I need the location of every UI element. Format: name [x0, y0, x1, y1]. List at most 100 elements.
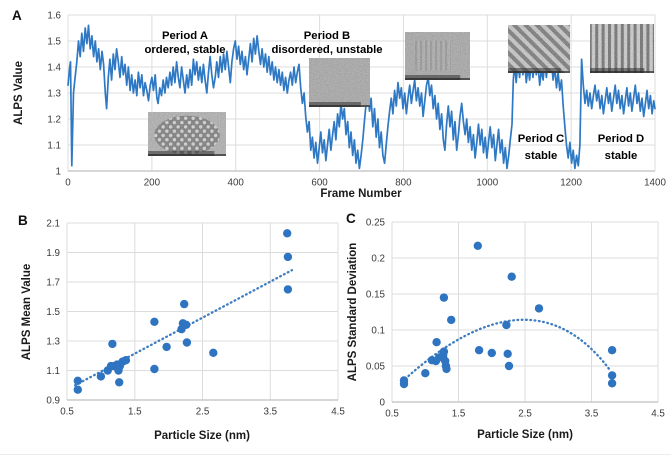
- data-point: [421, 369, 430, 378]
- y-tick-label: 0.9: [46, 396, 60, 407]
- panel-c-ylabel: ALPS Standard Deviation: [347, 243, 359, 382]
- data-point: [439, 347, 449, 356]
- y-tick-label: 1.5: [47, 37, 61, 48]
- y-tick-label: 1.3: [46, 337, 60, 348]
- data-point: [115, 378, 124, 387]
- data-point: [534, 304, 544, 313]
- panel-c-letter: C: [346, 211, 356, 226]
- x-tick-label: 0: [65, 178, 71, 189]
- annotation-period-a-title: Period A: [162, 30, 208, 42]
- panel-b-tick-labels: 0.5 1.5 2.5 3.5 4.5 0.9 1.1 1.3 1.5 1.7 1.9 2.1: [46, 219, 345, 418]
- panel-a-chart: 0 200 400 600 800 1000 1200 1400 1 1.1 1.2 1.3 1.4 1.…: [12, 8, 666, 200]
- panel-c-data-points: [399, 241, 617, 389]
- y-tick-label: 0.2: [371, 254, 385, 265]
- alps-value-trace: [67, 24, 656, 170]
- y-tick-label: 1.1: [46, 366, 60, 377]
- y-tick-label: 1.4: [47, 63, 61, 74]
- panel-c-chart: 0.5 1.5 2.5 3.5 4.5 0 0.05 0.1 0.15 0.2 0.25 C ALP…: [346, 211, 665, 441]
- panel-b-data-points: [73, 229, 293, 394]
- x-tick-label: 4.5: [331, 407, 345, 418]
- x-tick-label: 800: [395, 178, 412, 189]
- data-point: [503, 349, 512, 358]
- data-point: [209, 348, 218, 357]
- x-tick-label: 200: [144, 178, 161, 189]
- panel-b-letter: B: [18, 213, 28, 228]
- disordered-noise-micrograph: [309, 58, 370, 107]
- x-tick-label: 2.5: [518, 409, 532, 420]
- x-tick-label: 3.5: [585, 409, 599, 420]
- panel-b-chart: 0.5 1.5 2.5 3.5 4.5 0.9 1.1 1.3 1.5 1.7 1.9 2.1 B A…: [18, 213, 345, 442]
- data-point: [439, 293, 449, 302]
- data-point: [150, 317, 159, 326]
- annotation-period-d: Period D stable: [598, 133, 644, 162]
- data-point: [487, 348, 496, 358]
- y-tick-label: 1.7: [46, 278, 60, 289]
- trendline-path: [400, 318, 612, 383]
- annotation-period-b-desc: disordered, unstable: [271, 44, 382, 56]
- annotation-period-b: Period B disordered, unstable: [271, 30, 382, 56]
- y-tick-label: 0.1: [371, 326, 385, 337]
- data-point: [607, 371, 617, 380]
- panel-c-gridlines: [391, 221, 659, 403]
- data-point: [162, 342, 171, 352]
- panel-c-trendline: [400, 318, 612, 383]
- annotation-period-d-title: Period D: [598, 133, 644, 145]
- data-point: [442, 364, 451, 374]
- x-tick-label: 1200: [560, 178, 582, 189]
- data-point: [474, 346, 484, 355]
- panel-c-xlabel: Particle Size (nm): [477, 429, 573, 441]
- panel-a-letter: A: [12, 8, 22, 23]
- data-point: [432, 338, 441, 347]
- x-tick-label: 1.5: [128, 407, 142, 418]
- data-point: [283, 252, 293, 262]
- alps-value-polyline: [67, 24, 656, 170]
- data-point: [150, 364, 159, 374]
- x-tick-label: 1000: [476, 178, 498, 189]
- data-point: [182, 338, 192, 347]
- y-tick-label: 2.1: [46, 219, 60, 230]
- x-tick-label: 1400: [644, 178, 666, 189]
- y-tick-label: 1.6: [47, 11, 61, 22]
- y-tick-label: 1.2: [47, 115, 61, 126]
- x-tick-label: 3.5: [263, 407, 277, 418]
- annotation-period-a: Period A ordered, stable: [145, 30, 226, 56]
- data-point: [473, 241, 482, 250]
- panel-a-xlabel: Frame Number: [320, 188, 402, 200]
- data-point: [607, 379, 617, 388]
- data-point: [73, 385, 83, 394]
- data-point: [504, 361, 514, 371]
- panel-a-tick-labels: 0 200 400 600 800 1000 1200 1400 1 1.1 1.2 1.3 1.4 1.…: [47, 11, 666, 189]
- ordered-lattice-micrograph: [148, 112, 226, 156]
- x-tick-label: 1.5: [452, 409, 466, 420]
- data-point: [96, 372, 106, 381]
- panel-c-tick-labels: 0.5 1.5 2.5 3.5 4.5 0 0.05 0.1 0.15 0.2 0.25: [366, 218, 665, 420]
- annotation-period-a-desc: ordered, stable: [145, 44, 226, 56]
- panel-b-ylabel: ALPS Mean Value: [21, 264, 33, 361]
- annotation-period-c-title: Period C: [518, 133, 564, 145]
- y-tick-label: 1.9: [46, 248, 60, 259]
- data-point: [182, 320, 191, 329]
- panel-b-xlabel: Particle Size (nm): [154, 430, 250, 442]
- y-tick-label: 1.3: [47, 89, 61, 100]
- y-tick-label: 0.25: [366, 218, 386, 229]
- y-tick-label: 1.5: [46, 307, 60, 318]
- data-point: [121, 356, 131, 365]
- panel-a-micrograph-insets: [148, 24, 654, 156]
- annotation-period-c: Period C stable: [518, 133, 564, 162]
- data-point: [399, 379, 409, 389]
- data-point: [502, 320, 511, 330]
- x-tick-label: 0.5: [385, 409, 399, 420]
- data-point: [447, 315, 456, 325]
- annotation-period-c-desc: stable: [525, 150, 558, 162]
- annotation-period-d-desc: stable: [605, 150, 638, 162]
- y-tick-label: 1.1: [47, 141, 61, 152]
- x-tick-label: 600: [311, 178, 328, 189]
- panel-a-ylabel: ALPS Value: [13, 61, 25, 125]
- data-point: [180, 299, 189, 309]
- y-tick-label: 0: [380, 398, 386, 409]
- semi-ordered-micrograph: [405, 32, 470, 80]
- data-point: [73, 376, 83, 385]
- x-tick-label: 0.5: [60, 407, 74, 418]
- data-point: [607, 346, 617, 355]
